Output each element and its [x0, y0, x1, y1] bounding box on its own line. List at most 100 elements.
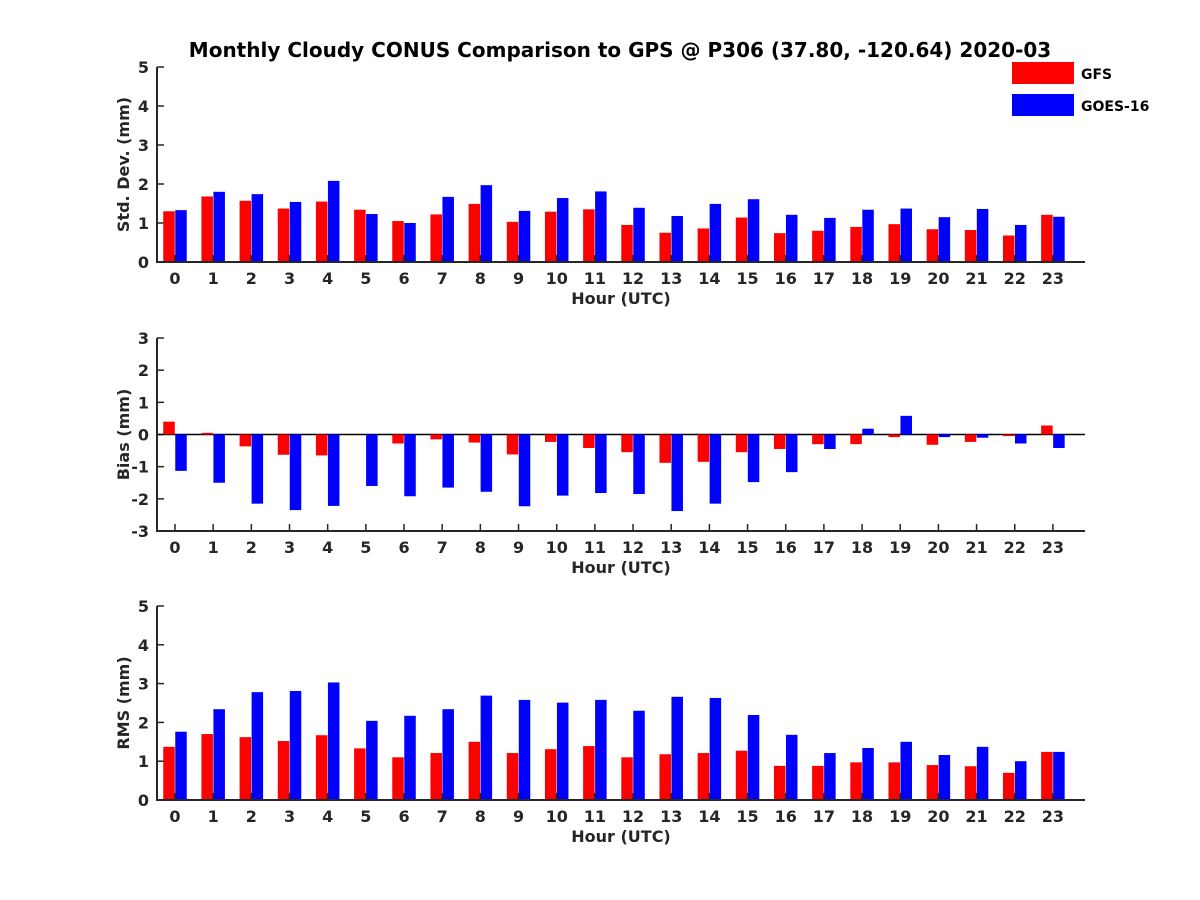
- bias-ytick-label: 2: [138, 361, 149, 380]
- bias-bar-gfs-hour-14: [697, 434, 710, 462]
- std-dev-xtick-label: 22: [1004, 269, 1026, 288]
- rms-bar-goes16-hour-23: [1053, 751, 1065, 800]
- rms-bar-gfs-hour-18: [850, 762, 862, 800]
- rms-bar-gfs-hour-13: [659, 754, 671, 800]
- std-dev-xtick-label: 16: [775, 269, 797, 288]
- bias-bar-gfs-hour-16: [773, 434, 786, 449]
- bias-bar-goes16-hour-1: [213, 434, 225, 483]
- std-dev-bar-goes16-hour-17: [824, 217, 836, 262]
- rms-ytick-label: 0: [138, 791, 149, 810]
- std-dev-bar-goes16-hour-23: [1053, 216, 1065, 262]
- rms-ytick-label: 1: [138, 752, 149, 771]
- rms-bar-goes16-hour-5: [366, 720, 378, 800]
- std-dev-bar-goes16-hour-5: [366, 214, 378, 262]
- std-dev-xtick-label: 13: [660, 269, 682, 288]
- std-dev-xtick-label: 2: [246, 269, 257, 288]
- bias-bar-goes16-hour-18: [862, 428, 874, 435]
- bias-xtick-label: 23: [1042, 538, 1064, 557]
- rms-bar-goes16-hour-15: [747, 715, 760, 800]
- bias-bar-goes16-hour-19: [900, 415, 912, 435]
- std-dev-yaxis-label: Std. Dev. (mm): [114, 97, 133, 232]
- rms-bar-gfs-hour-9: [506, 753, 519, 800]
- std-dev-bar-goes16-hour-12: [633, 207, 645, 262]
- rms-xtick-label: 18: [851, 807, 873, 826]
- bias-bar-gfs-hour-22: [1002, 434, 1015, 437]
- rms-bar-gfs-hour-11: [583, 746, 595, 800]
- bias-bar-goes16-hour-14: [709, 434, 722, 504]
- std-dev-bar-goes16-hour-8: [480, 185, 493, 262]
- rms-xtick-label: 19: [889, 807, 911, 826]
- std-dev-bar-gfs-hour-20: [926, 229, 939, 262]
- bias-bar-gfs-hour-21: [964, 434, 977, 442]
- rms-xtick-label: 4: [322, 807, 333, 826]
- bias-bar-gfs-hour-1: [201, 432, 213, 435]
- rms-bar-gfs-hour-23: [1041, 751, 1053, 800]
- std-dev-bar-goes16-hour-21: [976, 208, 989, 262]
- rms-bar-goes16-hour-16: [785, 734, 798, 800]
- bias-bar-gfs-hour-3: [277, 434, 290, 455]
- rms-bar-gfs-hour-1: [201, 734, 213, 800]
- bias-bar-goes16-hour-2: [251, 434, 264, 504]
- bias-bar-gfs-hour-2: [239, 434, 252, 447]
- std-dev-xtick-label: 5: [360, 269, 371, 288]
- bias-xtick-label: 7: [437, 538, 448, 557]
- bias-ytick-label: 0: [138, 426, 149, 445]
- rms-xtick-label: 0: [169, 807, 180, 826]
- bias-bar-goes16-hour-7: [442, 434, 454, 488]
- bias-xtick-label: 10: [546, 538, 568, 557]
- rms-ytick-label: 3: [138, 675, 149, 694]
- bias-yaxis-label: Bias (mm): [114, 389, 133, 481]
- rms-bar-gfs-hour-4: [315, 735, 328, 800]
- std-dev-bar-goes16-hour-19: [900, 208, 912, 262]
- std-dev-bar-gfs-hour-6: [392, 221, 404, 262]
- bias-bar-gfs-hour-7: [430, 434, 442, 440]
- rms-xtick-label: 23: [1042, 807, 1064, 826]
- bias-bar-gfs-hour-8: [468, 434, 481, 443]
- rms-xtick-label: 15: [736, 807, 758, 826]
- rms-xaxis-label: Hour (UTC): [571, 827, 671, 846]
- bias-bar-gfs-hour-19: [888, 434, 900, 438]
- bias-bar-goes16-hour-15: [747, 434, 760, 483]
- rms-bar-goes16-hour-8: [480, 695, 493, 800]
- bias-axes: [156, 338, 1085, 532]
- rms-bar-goes16-hour-10: [556, 702, 569, 800]
- rms-xtick-label: 6: [398, 807, 409, 826]
- rms-bar-gfs-hour-19: [888, 762, 900, 800]
- bias-bar-goes16-hour-20: [938, 434, 951, 438]
- std-dev-xtick-label: 9: [513, 269, 524, 288]
- rms-bar-goes16-hour-20: [938, 754, 951, 800]
- std-dev-bar-goes16-hour-9: [518, 210, 531, 262]
- rms-xtick-label: 2: [246, 807, 257, 826]
- bias-bar-goes16-hour-22: [1014, 434, 1027, 444]
- std-dev-bar-gfs-hour-16: [773, 233, 786, 262]
- bias-bar-goes16-hour-6: [404, 434, 416, 497]
- rms-bar-gfs-hour-21: [964, 766, 977, 800]
- bias-xtick-label: 15: [736, 538, 758, 557]
- bias-xtick-label: 5: [360, 538, 371, 557]
- bias-ytick-label: -1: [131, 458, 149, 477]
- std-dev-ytick-label: 2: [138, 175, 149, 194]
- rms-xtick-label: 11: [584, 807, 606, 826]
- rms-xtick-label: 1: [208, 807, 219, 826]
- rms-bar-goes16-hour-0: [175, 731, 187, 800]
- bias-ytick-label: 1: [138, 393, 149, 412]
- bias-bar-gfs-hour-11: [583, 434, 595, 449]
- bias-xtick-label: 4: [322, 538, 333, 557]
- bias-bar-goes16-hour-12: [633, 434, 645, 495]
- bias-xtick-label: 3: [284, 538, 295, 557]
- std-dev-xtick-label: 11: [584, 269, 606, 288]
- rms-xtick-label: 5: [360, 807, 371, 826]
- std-dev-bar-gfs-hour-3: [277, 208, 290, 262]
- bias-bar-goes16-hour-8: [480, 434, 493, 492]
- rms-bar-gfs-hour-12: [621, 757, 633, 800]
- std-dev-bar-goes16-hour-2: [251, 194, 264, 262]
- std-dev-bar-gfs-hour-9: [506, 221, 519, 262]
- std-dev-xtick-label: 14: [698, 269, 720, 288]
- bias-xtick-label: 19: [889, 538, 911, 557]
- bias-xtick-label: 13: [660, 538, 682, 557]
- rms-xtick-label: 7: [437, 807, 448, 826]
- rms-xtick-label: 21: [965, 807, 987, 826]
- std-dev-xtick-label: 3: [284, 269, 295, 288]
- std-dev-bar-goes16-hour-10: [556, 198, 569, 262]
